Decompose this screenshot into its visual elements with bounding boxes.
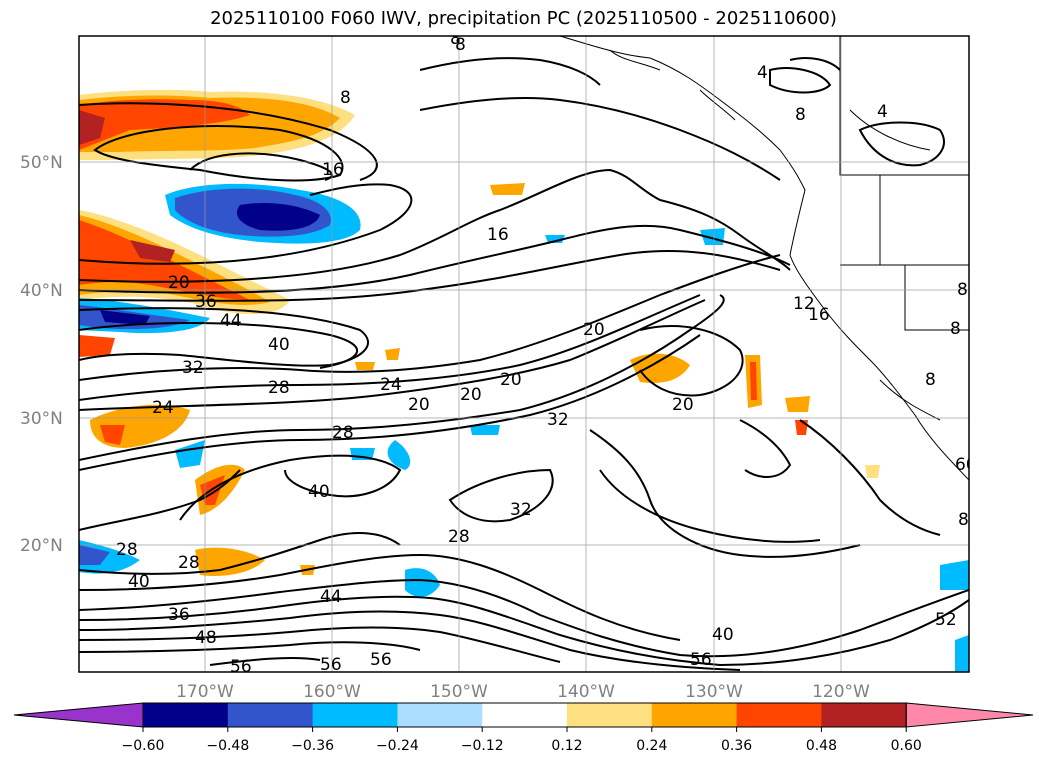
contour-label: 40: [308, 482, 330, 502]
contour-label: 32: [547, 410, 569, 430]
map-title: 2025110100 F060 IWV, precipitation PC (2…: [210, 8, 837, 29]
contour-label: 8: [958, 510, 969, 530]
contour-label: 32: [182, 358, 204, 378]
contour-label: 28: [332, 423, 354, 443]
colorbar-segment: [227, 703, 314, 727]
colorbar-tick-label: −0.48: [206, 738, 249, 754]
colorbar-tick-label: 0.24: [636, 738, 667, 754]
contour-label: 4: [757, 63, 768, 83]
contour-labels: 8 8 4 8 4 8 16 16 20 36 44 12 16 40 20 3…: [116, 29, 977, 677]
colorbar-segment: [482, 703, 568, 727]
colorbar-tick-label: −0.12: [461, 738, 504, 754]
contour-label: 24: [380, 375, 402, 395]
contour-label: 36: [195, 292, 217, 312]
contour-label: 28: [178, 553, 200, 573]
colorbar-tick-label: 0.60: [891, 738, 922, 754]
contour-label: 8: [957, 280, 968, 300]
iwv-contours: [79, 57, 969, 671]
colorbar-tick-label: −0.60: [122, 738, 165, 754]
colorbar-segment: [397, 703, 483, 727]
lat-label: 50°N: [20, 153, 63, 173]
coastline: [559, 36, 969, 481]
contour-label: 36: [168, 605, 190, 625]
contour-label: 20: [500, 370, 522, 390]
contour-label: 8: [795, 105, 806, 125]
contour-label: 56: [320, 655, 342, 675]
map-area: 8 8 4 8 4 8 16 16 20 36 44 12 16 40 20 3…: [79, 29, 977, 677]
contour-label: 32: [510, 500, 532, 520]
contour-label: 40: [128, 572, 150, 592]
colorbar-tick-label: −0.24: [376, 738, 419, 754]
colorbar-segment: [821, 703, 907, 727]
contour-label: 44: [220, 311, 242, 331]
contour-label: 16: [322, 160, 344, 180]
precip-anomaly-fill: [79, 89, 969, 672]
contour-label: 16: [808, 305, 830, 325]
contour-label: 8: [340, 88, 351, 108]
colorbar-extend-high: [905, 702, 1034, 728]
lat-label: 30°N: [20, 409, 63, 429]
contour-label: 48: [195, 628, 217, 648]
lon-label: 150°W: [430, 682, 488, 702]
contour-label: 56: [370, 650, 392, 670]
contour-label: 20: [672, 395, 694, 415]
contour-label: 28: [268, 378, 290, 398]
graticule: [79, 36, 969, 672]
contour-label: 20: [460, 385, 482, 405]
colorbar-tick-label: −0.36: [291, 738, 334, 754]
longitude-labels: 170°W 160°W 150°W 140°W 130°W 120°W: [176, 682, 870, 702]
colorbar-tick-label: 0.12: [551, 738, 582, 754]
contour-label: 56: [690, 650, 712, 670]
contour-label: 8: [455, 35, 466, 55]
contour-label: 8: [925, 370, 936, 390]
lat-label: 40°N: [20, 281, 63, 301]
colorbar-segment: [736, 703, 822, 727]
lat-label: 20°N: [20, 536, 63, 556]
contour-label: 4: [877, 102, 888, 122]
colorbar-segment: [567, 703, 653, 727]
contour-label: 28: [116, 540, 138, 560]
contour-label: 20: [408, 395, 430, 415]
contour-label: 56: [230, 657, 252, 677]
lon-label: 170°W: [176, 682, 234, 702]
contour-label: 12: [793, 294, 815, 314]
colorbar-frame: [142, 702, 907, 728]
lon-label: 130°W: [685, 682, 743, 702]
contour-label: 8: [950, 319, 961, 339]
contour-label: 8: [450, 29, 461, 49]
contour-label: 16: [487, 225, 509, 245]
latitude-labels: 50°N 40°N 30°N 20°N: [20, 153, 63, 556]
contour-label: 24: [152, 398, 174, 418]
colorbar-extend-low: [13, 702, 144, 728]
lon-label: 140°W: [557, 682, 615, 702]
contour-label: 20: [168, 273, 190, 293]
colorbar-tick-label: 0.36: [721, 738, 752, 754]
lon-label: 120°W: [812, 682, 870, 702]
contour-label: 28: [448, 527, 470, 547]
colorbar-segment: [143, 703, 229, 727]
contour-label: 44: [320, 587, 342, 607]
contour-label: 20: [583, 320, 605, 340]
contour-label: 52: [935, 610, 957, 630]
colorbar: −0.60 −0.48 −0.36 −0.24 −0.12 0.12 0.24 0.36 0.4…: [13, 702, 1034, 754]
colorbar-tick-label: 0.48: [806, 738, 837, 754]
contour-label: 60: [955, 455, 977, 475]
colorbar-segment: [312, 703, 398, 727]
colorbar-segment: [651, 703, 738, 727]
map-frame: [78, 35, 970, 673]
contour-label: 40: [268, 335, 290, 355]
lon-label: 160°W: [303, 682, 361, 702]
contour-label: 40: [712, 625, 734, 645]
